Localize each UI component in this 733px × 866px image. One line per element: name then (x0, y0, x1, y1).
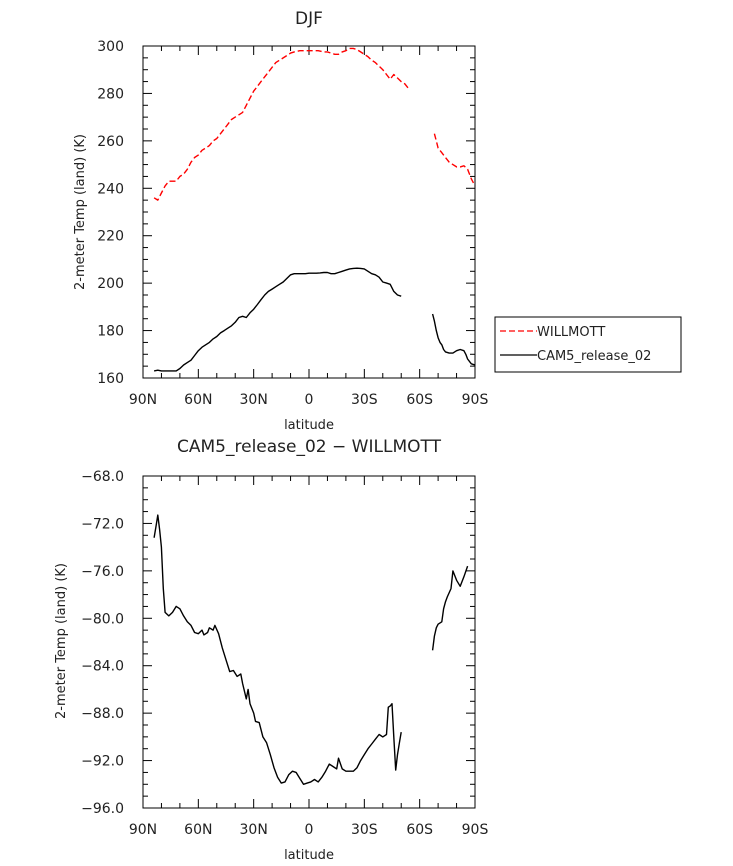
bottom-y-tick-label: −72.0 (81, 516, 124, 532)
top-series-willmott-segment-0 (153, 47, 410, 201)
bottom-x-tick-label: 30N (240, 822, 268, 838)
bottom-x-tick-label: 0 (305, 822, 314, 838)
top-y-tick-label: 240 (97, 181, 124, 197)
bottom-x-tick-label: 60N (184, 822, 212, 838)
bottom-x-tick-label: 90S (462, 822, 489, 838)
top-x-tick-label: 30S (351, 392, 378, 408)
legend: WILLMOTT CAM5_release_02 (494, 316, 682, 373)
bottom-x-tick-label: 90N (129, 822, 157, 838)
top-y-tick-label: 220 (97, 229, 124, 245)
bottom-series (153, 514, 469, 785)
legend-label-cam5: CAM5_release_02 (537, 349, 651, 364)
bottom-x-tick-label: 30S (351, 822, 378, 838)
bottom-plot-frame (142, 475, 476, 809)
top-series-willmott-segment-1 (433, 133, 476, 187)
bottom-axes: 90N 60N 30N 0 30S 60S 90S −96.0 −92.0 −88.0 −84.0 −… (81, 469, 488, 838)
top-chart-title: DJF (295, 9, 323, 29)
bottom-panel: CAM5_release_02 − WILLMOTT latitude 2-me… (54, 437, 488, 863)
top-y-tick-label: 180 (97, 324, 124, 340)
top-y-axis-label: 2-meter Temp (land) (K) (73, 134, 88, 290)
bottom-y-tick-label: −76.0 (81, 564, 124, 580)
top-x-axis-label: latitude (284, 418, 334, 433)
top-y-tick-label: 280 (97, 86, 124, 102)
top-plot-frame (142, 45, 476, 379)
top-panel: DJF latitude 2-meter Temp (land) (K) 90N… (73, 9, 488, 433)
legend-box (494, 316, 682, 373)
top-x-tick-label: 90S (462, 392, 489, 408)
top-series (153, 47, 476, 372)
bottom-series-line-0-segment-1 (431, 565, 469, 651)
bottom-y-tick-label: −84.0 (81, 659, 124, 675)
bottom-y-axis-label: 2-meter Temp (land) (K) (54, 563, 69, 719)
top-x-tick-label: 30N (240, 392, 268, 408)
legend-label-willmott: WILLMOTT (537, 325, 605, 340)
bottom-chart-title: CAM5_release_02 − WILLMOTT (177, 437, 442, 457)
top-x-tick-label: 0 (305, 392, 314, 408)
bottom-series-line-0-segment-0 (153, 514, 402, 785)
bottom-y-tick-label: −80.0 (81, 611, 124, 627)
top-series-cam5-release-02-segment-0 (153, 267, 402, 372)
bottom-y-tick-label: −88.0 (81, 706, 124, 722)
top-y-tick-label: 300 (97, 39, 124, 55)
top-y-tick-label: 200 (97, 276, 124, 292)
bottom-x-tick-label: 60S (406, 822, 433, 838)
top-y-tick-label: 260 (97, 134, 124, 150)
top-series-cam5-release-02-segment-1 (431, 313, 476, 366)
top-axes: 90N 60N 30N 0 30S 60S 90S 160 180 200 220 240 260 280… (97, 39, 488, 408)
bottom-y-tick-label: −96.0 (81, 801, 124, 817)
top-x-tick-label: 90N (129, 392, 157, 408)
bottom-y-tick-label: −68.0 (81, 469, 124, 485)
bottom-y-tick-label: −92.0 (81, 754, 124, 770)
top-x-tick-label: 60S (406, 392, 433, 408)
bottom-x-axis-label: latitude (284, 848, 334, 863)
top-x-tick-label: 60N (184, 392, 212, 408)
top-y-tick-label: 160 (97, 371, 124, 387)
